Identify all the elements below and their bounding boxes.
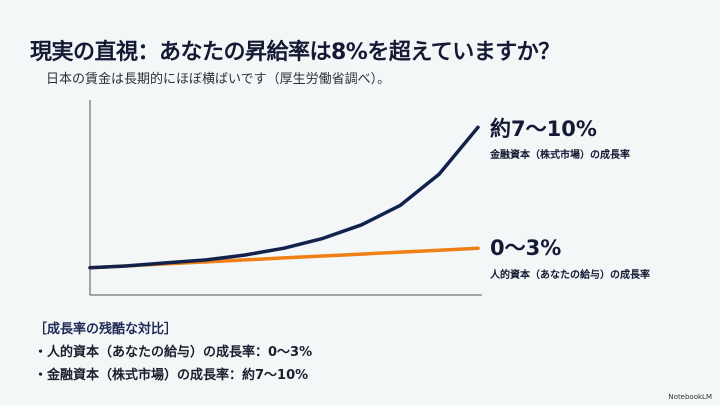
comparison-notes: ［成長率の残酷な対比］ ・人的資本（あなたの給与）の成長率：0〜3% ・金融資本… xyxy=(34,318,312,387)
wage-growth-label: 人的資本（あなたの給与）の成長率 xyxy=(490,270,650,281)
notes-heading: ［成長率の残酷な対比］ xyxy=(34,322,178,337)
notes-item: ・人的資本（あなたの給与）の成長率：0〜3% xyxy=(34,345,313,360)
page-title: 現実の直視：あなたの昇給率は8%を超えていますか？ xyxy=(30,40,560,65)
notebooklm-watermark: NotebookLM xyxy=(668,393,712,401)
page-subtitle: 日本の賃金は長期的にほぼ横ばいです（厚生労働省調べ）。 xyxy=(46,72,391,87)
wage-growth-headline: 0〜3% xyxy=(490,236,562,260)
stock-growth-headline: 約7〜10% xyxy=(490,117,597,141)
stock-growth-label: 金融資本（株式市場）の成長率 xyxy=(490,150,630,161)
stock-growth-line xyxy=(88,125,480,270)
notes-item: ・金融資本（株式市場）の成長率：約7〜10% xyxy=(34,368,309,383)
